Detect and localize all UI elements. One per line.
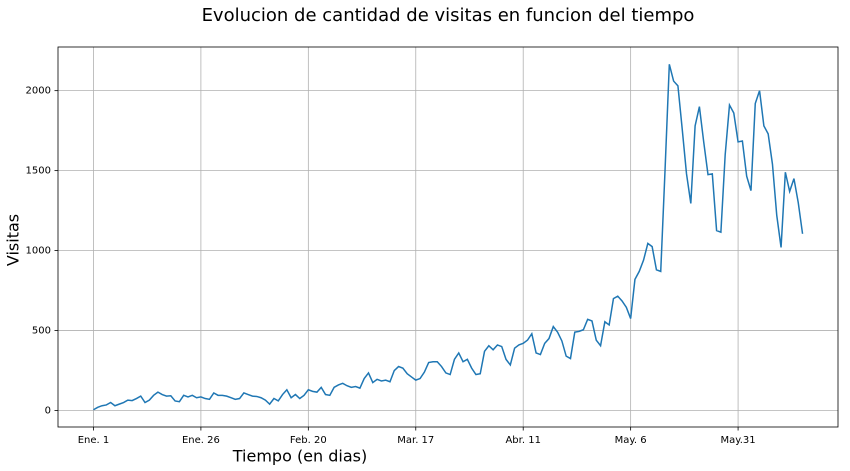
y-tick-label: 1000	[26, 246, 51, 257]
x-tick-label: Feb. 20	[290, 435, 327, 446]
data-line	[93, 64, 804, 411]
x-tick-label: Mar. 17	[397, 435, 434, 446]
x-tick-label: Ene. 1	[78, 435, 110, 446]
chart-title: Evolucion de cantidad de visitas en func…	[202, 5, 695, 26]
y-axis-label: Visitas	[4, 214, 23, 266]
y-tick-label: 0	[45, 406, 51, 417]
x-tick-label: Ene. 26	[182, 435, 220, 446]
x-tick-label: May. 6	[615, 435, 647, 446]
y-tick-label: 500	[32, 326, 51, 337]
y-tick-label: 2000	[26, 86, 51, 97]
y-tick-label: 1500	[26, 166, 51, 177]
plot-frame	[57, 46, 839, 428]
x-axis-label: Tiempo (en dias)	[232, 447, 367, 466]
x-tick-label: May.31	[721, 435, 756, 446]
x-tick-label: Abr. 11	[505, 435, 540, 446]
